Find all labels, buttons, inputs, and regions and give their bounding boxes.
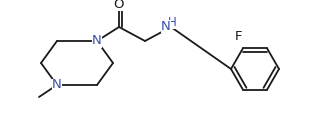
Text: N: N	[52, 78, 62, 91]
Text: N: N	[92, 34, 102, 48]
Text: F: F	[234, 30, 242, 43]
Text: H: H	[168, 15, 176, 29]
Text: N: N	[161, 20, 171, 32]
Text: O: O	[114, 0, 124, 10]
